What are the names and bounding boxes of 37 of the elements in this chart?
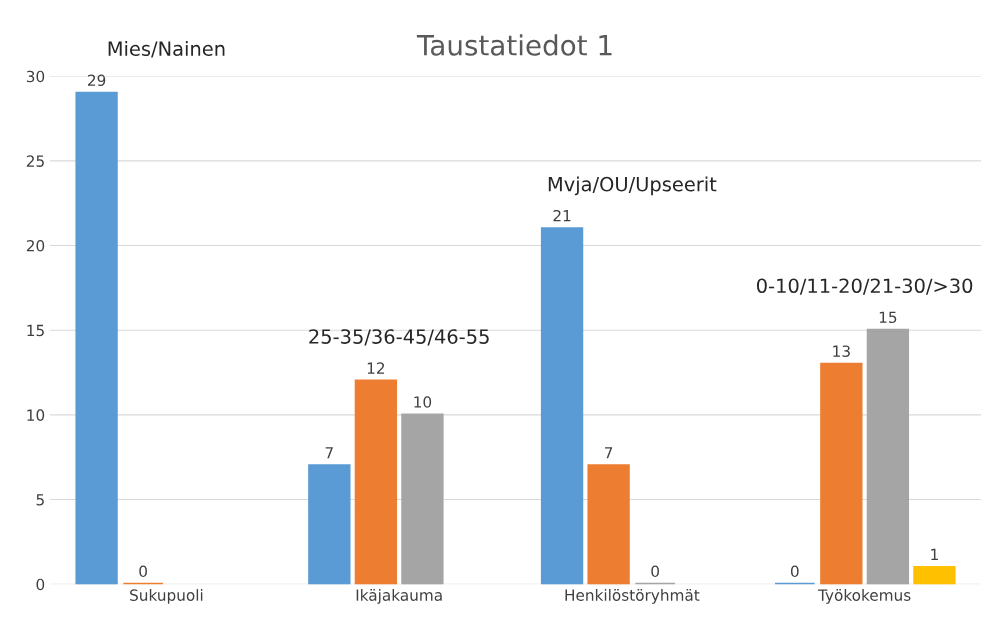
data-label: 13 [833,345,850,357]
x-tick-label: Henkilöstöryhmät [565,589,700,604]
data-label: 12 [367,362,385,374]
bar [308,464,351,585]
y-tick-label: 20 [26,240,45,252]
data-label: 29 [88,74,106,87]
bar [401,413,444,585]
data-label: 7 [605,447,613,459]
y-tick-label: 15 [27,324,44,337]
annotation: Mvja/OU/Upseerit [548,176,717,196]
data-label: 0 [651,565,659,578]
text: Mies/Nainen [108,40,225,58]
annotation: 0-10/11-20/21-30/>30 [756,278,973,295]
y-tick-label: 30 [26,70,45,83]
data-label: 15 [879,311,897,324]
y-tick-label: 0 [36,578,45,591]
bar [75,91,118,585]
y-tick-label: 5 [36,494,44,506]
y-tick-label: 25 [26,155,44,167]
x-tick-label: Työkokemus [817,589,911,604]
chart-title: Taustatiedot 1 [416,34,612,56]
bar [587,464,630,585]
annotation: 25-35/36-45/46-55 [309,329,489,346]
data-label: 7 [325,447,333,459]
bar [866,328,910,585]
y-tick-label: 10 [27,409,45,421]
x-tick-label: Ikäjakauma [356,589,442,604]
data-label: 0 [790,565,799,578]
data-label: 0 [139,565,147,578]
bar [820,362,863,585]
data-label: 21 [553,209,571,222]
data-label: 10 [414,396,432,408]
bar [913,565,956,585]
x-tick-label: Sukupuoli [130,589,203,604]
bar [540,227,584,585]
bar [354,379,398,585]
data-label: 1 [931,548,938,560]
